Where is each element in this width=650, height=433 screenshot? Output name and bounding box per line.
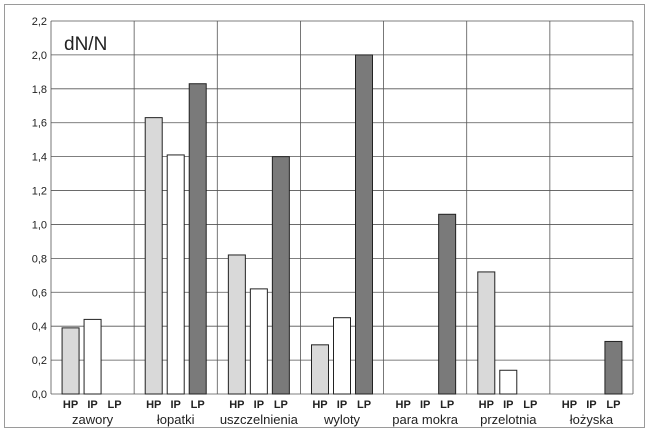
bar-lp: [271, 156, 290, 395]
x-sublabel: IP: [87, 399, 97, 411]
y-tick-labels: 0,0 0,2 0,4 0,6 0,8 1,0 1,2 1,4 1,6 1,8 2,0 2,2: [32, 16, 47, 401]
bar-lp: [438, 213, 457, 395]
y-tick-label: 0,6: [32, 287, 47, 299]
x-sublabel: IP: [586, 399, 596, 411]
bar-hp: [61, 327, 80, 395]
x-category-label: łożyska: [570, 412, 614, 427]
y-tick-label: 2,2: [32, 16, 47, 28]
y-tick-label: 0,0: [32, 389, 47, 401]
y-axis-label: dN/N: [64, 34, 107, 55]
bar-ip: [333, 317, 351, 395]
bar-ip: [83, 318, 102, 395]
y-tick-label: 1,0: [32, 219, 47, 231]
y-tick-label: 2,0: [32, 50, 47, 62]
x-category-label: zawory: [72, 412, 114, 427]
bar-ip: [166, 154, 185, 395]
x-sublabel: IP: [420, 399, 430, 411]
x-sublabel: LP: [274, 399, 288, 411]
y-tick-label: 0,4: [32, 321, 47, 333]
x-sublabel: LP: [523, 399, 537, 411]
y-tick-label: 1,8: [32, 84, 47, 96]
x-category-label: łopatki: [157, 412, 195, 427]
y-tick-label: 1,2: [32, 186, 47, 198]
x-category-label: uszczelnienia: [220, 412, 299, 427]
bar-hp: [311, 344, 329, 395]
x-sublabel: LP: [191, 399, 205, 411]
bar-ip: [499, 369, 518, 395]
x-sublabel: IP: [503, 399, 513, 411]
x-sublabel: HP: [63, 399, 78, 411]
x-category-label: para mokra: [392, 412, 459, 427]
bar-lp: [355, 54, 373, 395]
x-category-label: przelotnia: [480, 412, 537, 427]
bars: [61, 54, 623, 395]
y-tick-label: 0,8: [32, 253, 47, 265]
x-sublabel: LP: [108, 399, 122, 411]
bar-hp: [227, 254, 246, 395]
y-tick-label: 1,6: [32, 118, 47, 130]
y-tick-label: 0,2: [32, 355, 47, 367]
x-sublabel: HP: [229, 399, 244, 411]
x-sublabel: LP: [606, 399, 620, 411]
bar-lp: [188, 83, 207, 395]
x-sublabel: LP: [357, 399, 371, 411]
x-sublabel: HP: [146, 399, 161, 411]
x-sublabel: HP: [396, 399, 411, 411]
x-sublabel: IP: [337, 399, 347, 411]
y-tick-label: 1,4: [32, 152, 47, 164]
bar-hp: [144, 117, 163, 395]
x-sublabel: HP: [562, 399, 577, 411]
bar-ip: [249, 288, 268, 395]
x-sublabel: IP: [254, 399, 264, 411]
bar-lp: [604, 340, 623, 395]
x-sublabel: HP: [312, 399, 327, 411]
bar-hp: [477, 271, 496, 395]
x-sublabel: LP: [440, 399, 454, 411]
x-category-label: wyloty: [323, 412, 361, 427]
x-sublabel: IP: [171, 399, 181, 411]
x-sublabel: HP: [479, 399, 494, 411]
